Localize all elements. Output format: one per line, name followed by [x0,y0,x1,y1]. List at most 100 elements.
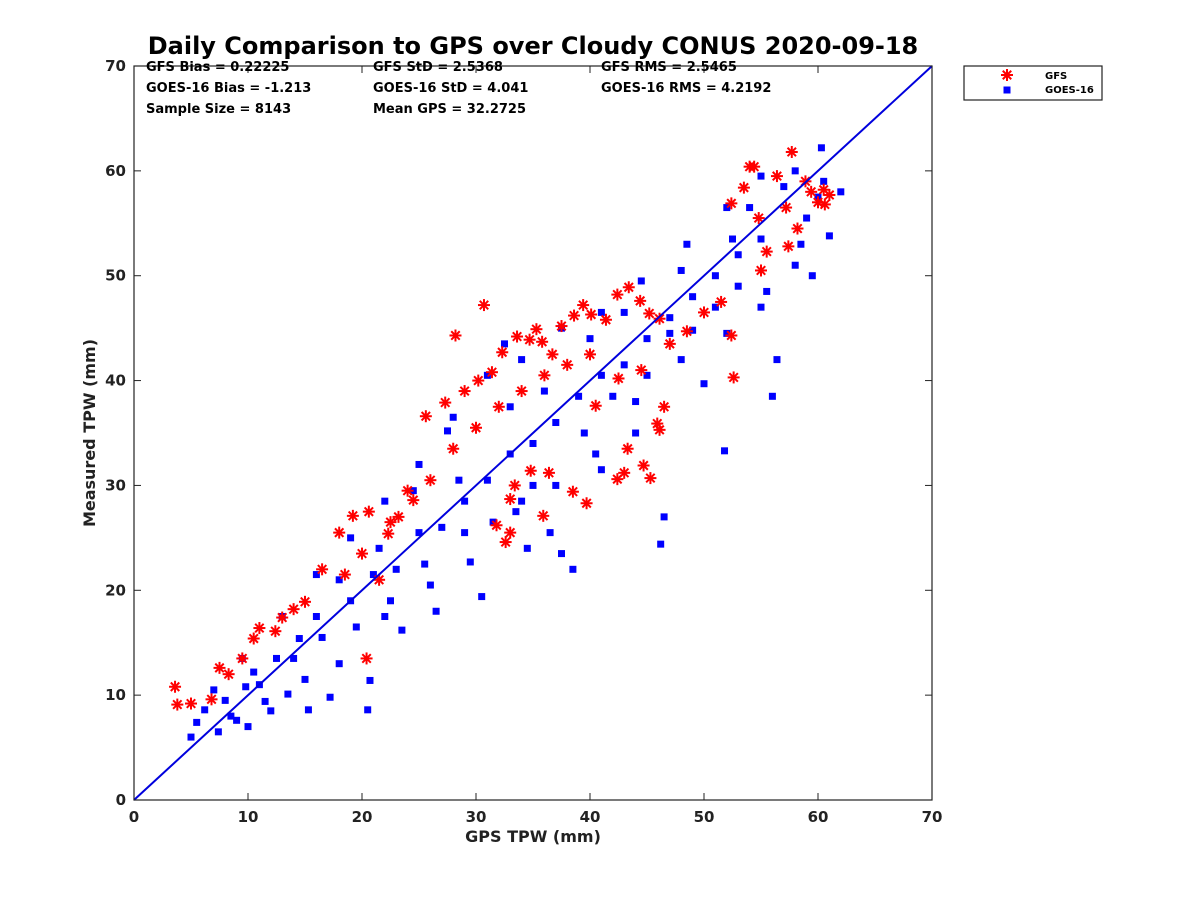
goes-16-point [518,356,526,364]
data-points [169,144,845,741]
gfs-point [449,329,462,342]
gfs-point [504,493,517,506]
goes-16-point [620,361,628,369]
gfs-point [338,568,351,581]
gfs-point [536,335,549,348]
gfs-point [247,632,260,645]
goes-16-point [757,172,765,180]
goes-16-point [657,540,665,548]
goes-16-point [580,429,588,437]
goes-16-point [540,387,548,395]
legend-goes-label: GOES-16 [1045,85,1094,96]
goes-16-point [791,261,799,269]
y-tick-label: 0 [116,791,126,809]
goes-16-point [817,144,825,152]
legend-gfs-asterisk-icon [1001,69,1013,81]
gfs-point [492,400,505,413]
goes-16-point [746,204,754,212]
goes-16-point [729,235,736,243]
gfs-point [538,369,551,382]
gfs-point [546,348,559,361]
gfs-point [618,466,631,479]
goes-16-point [586,335,594,343]
gfs-point [485,366,498,379]
goes-16-point [632,398,640,406]
gfs-point [791,222,804,235]
stat-gfs-rms: GFS RMS = 2.5465 [601,60,737,75]
goes-16-point [666,314,674,322]
gfs-point [823,188,836,201]
goes-16-point [461,529,469,537]
gfs-point [737,181,750,194]
gfs-point [472,374,485,387]
gfs-point [634,294,647,307]
goes-16-point [677,356,685,364]
gfs-point [725,197,738,210]
gfs-point [269,625,282,638]
goes-16-point [757,303,765,311]
gfs-point [205,693,218,706]
goes-16-point [244,723,252,731]
goes-16-point [335,660,343,668]
goes-16-point [825,232,833,240]
goes-16-point [261,697,269,705]
goes-16-point [763,287,771,295]
goes-16-point [711,272,719,280]
y-tick-label: 60 [105,162,126,180]
y-tick-label: 40 [105,372,126,390]
goes-16-point [326,693,334,701]
gfs-point [752,212,765,225]
goes-16-point [455,476,463,484]
goes-16-point [398,626,406,634]
gfs-point [725,329,738,342]
gfs-point [447,442,460,455]
goes-16-point [214,728,222,736]
y-axis-ticks: 0 10 20 30 40 50 60 70 [105,57,932,809]
goes-16-point [449,413,457,421]
goes-16-point [552,419,560,427]
gfs-point [698,306,710,319]
goes-16-point [335,576,343,584]
gfs-point [384,516,397,529]
gfs-point [346,509,359,522]
x-axis-label: GPS TPW (mm) [465,827,601,846]
goes-16-point [721,447,729,455]
goes-16-point [312,571,320,579]
gfs-point [637,459,650,472]
stats-block: GFS Bias = 0.22225 GFS StD = 2.5368 GFS … [146,60,771,117]
goes-16-point [757,235,765,243]
stat-goes-std: GOES-16 StD = 4.041 [373,81,528,96]
legend-goes-marker-shape [1003,86,1011,94]
gfs-point [818,198,831,211]
goes-16-point [711,303,719,311]
goes-16-point [347,534,355,542]
x-tick-label: 50 [694,808,715,826]
gfs-point [515,385,528,398]
one-to-one-reference-line [133,65,933,801]
goes-16-point [773,356,781,364]
gfs-point [490,519,503,532]
x-tick-label: 0 [129,808,139,826]
goes-16-point [364,706,372,714]
gfs-point [276,611,289,624]
chart-title: Daily Comparison to GPS over Cloudy CONU… [148,32,919,60]
gfs-point [299,595,311,608]
gfs-point [419,410,432,423]
goes-16-point [301,675,309,683]
x-tick-label: 20 [352,808,373,826]
stat-gfs-bias: GFS Bias = 0.22225 [146,60,289,75]
goes-16-point [387,597,394,605]
legend-gfs-marker-shape [1001,69,1013,81]
gfs-point [169,680,182,693]
y-tick-label: 50 [105,267,126,285]
gfs-point [644,472,657,485]
goes-16-point [250,668,258,676]
goes-16-point [643,371,651,379]
gfs-point [424,474,437,487]
goes-16-point [369,571,377,579]
gfs-point [611,288,624,301]
goes-16-point [392,565,400,573]
gfs-point [566,485,579,498]
goes-16-point [637,277,645,285]
